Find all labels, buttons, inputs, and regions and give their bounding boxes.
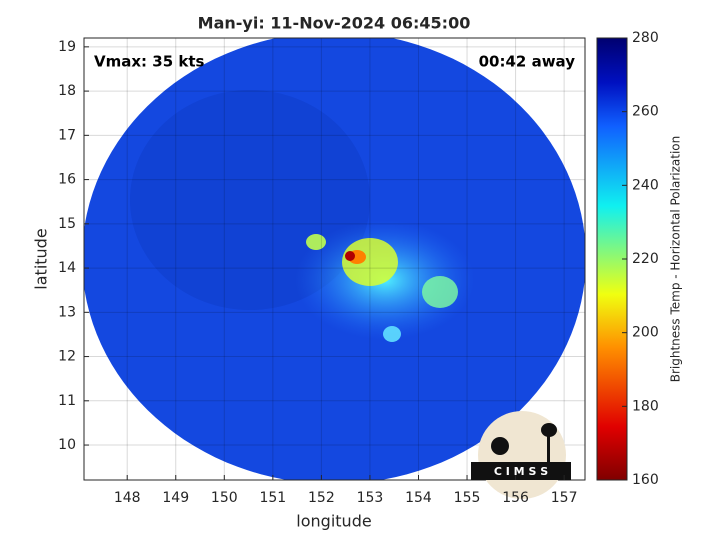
y-tick-label: 12 [58, 349, 76, 365]
colorbar-label: Brightness Temp - Horizontal Polarizatio… [669, 136, 683, 383]
y-tick-label: 18 [58, 83, 76, 99]
colorbar-tick-label: 180 [632, 398, 659, 414]
y-tick-label: 19 [58, 39, 76, 55]
swath-core [306, 234, 326, 250]
x-tick-label: 152 [308, 490, 335, 506]
y-tick-label: 13 [58, 304, 76, 320]
logo-text: C I M S S [494, 465, 548, 478]
annotation: Vmax: 35 kts [94, 53, 204, 71]
swath [84, 38, 585, 480]
x-tick-label: 155 [454, 490, 481, 506]
y-tick-label: 11 [58, 393, 76, 409]
chart-title: Man-yi: 11-Nov-2024 06:45:00 [198, 14, 471, 33]
colorbar-tick-label: 240 [632, 177, 659, 193]
annotation: 00:42 away [479, 53, 576, 71]
swath-core [342, 238, 398, 286]
swath-core [345, 251, 355, 261]
logo-dish [491, 437, 509, 455]
colorbar-tick-label: 160 [632, 472, 659, 488]
y-tick-label: 10 [58, 437, 76, 453]
colorbar-tick-label: 200 [632, 325, 659, 341]
x-tick-label: 149 [162, 490, 189, 506]
x-tick-label: 150 [211, 490, 238, 506]
colorbar-tick-label: 260 [632, 104, 659, 120]
plot-frame [83, 37, 586, 481]
swath-core [383, 326, 401, 342]
logo-tower [541, 423, 557, 437]
x-tick-label: 154 [405, 490, 432, 506]
x-tick-label: 153 [357, 490, 384, 506]
x-tick-label: 157 [551, 490, 578, 506]
colorbar-tick-label: 280 [632, 30, 659, 46]
x-tick-label: 148 [114, 490, 141, 506]
y-axis-label: latitude [32, 228, 51, 289]
y-tick-label: 17 [58, 127, 76, 143]
x-axis-label: longitude [296, 512, 371, 531]
logo-tower [547, 430, 550, 462]
colorbar-tick-label: 220 [632, 251, 659, 267]
logo: C I M S S [471, 411, 571, 499]
y-tick-label: 14 [58, 260, 76, 276]
logo-bar [471, 462, 571, 480]
x-tick-label: 151 [259, 490, 286, 506]
swath-core [422, 276, 458, 308]
y-tick-label: 16 [58, 172, 76, 188]
y-tick-label: 15 [58, 216, 76, 232]
x-tick-label: 156 [502, 490, 529, 506]
